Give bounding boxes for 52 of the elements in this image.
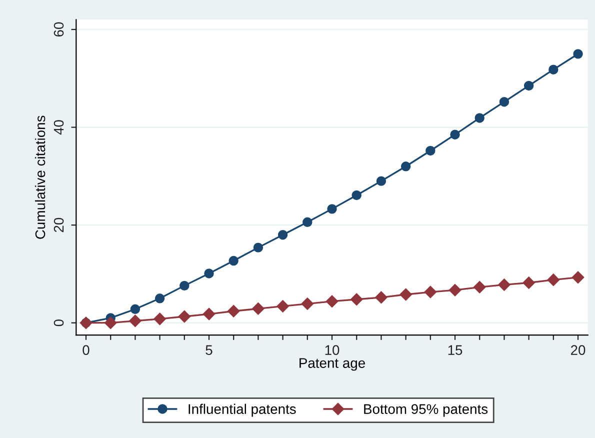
point (178, 310, 190, 323)
point (474, 113, 484, 123)
x-axis-title: Patent age (300, 358, 365, 371)
x-tick-label: 5 (206, 345, 212, 355)
point (572, 271, 584, 284)
point (252, 302, 264, 315)
point (573, 49, 583, 59)
point (228, 305, 240, 318)
point (498, 278, 510, 291)
y-tick-label: 0 (54, 320, 64, 326)
point (400, 288, 412, 301)
point (450, 130, 460, 140)
point (154, 312, 166, 326)
x-tick-label: 15 (448, 345, 462, 355)
point (327, 204, 337, 214)
point (154, 294, 165, 304)
legend-label: Influential patents (188, 404, 296, 417)
point (352, 190, 362, 200)
x-tick-label: 0 (82, 345, 90, 355)
point (375, 291, 388, 304)
point (228, 256, 238, 266)
y-tick-label: 60 (54, 22, 64, 37)
point (129, 314, 142, 327)
y-tick-label: 20 (54, 218, 64, 232)
point (376, 176, 386, 186)
point (253, 242, 264, 252)
point (426, 146, 436, 156)
point (424, 286, 437, 298)
point (204, 268, 214, 278)
y-axis-title: Cumulative citations (34, 116, 46, 239)
point (130, 304, 140, 314)
point (301, 298, 314, 310)
point (547, 274, 560, 286)
point (326, 295, 338, 308)
point (524, 80, 534, 91)
point (499, 96, 510, 107)
point (474, 281, 486, 294)
point (400, 162, 411, 172)
legend-label: Bottom 95% patents (364, 404, 488, 417)
point (180, 280, 190, 291)
point (276, 300, 289, 312)
x-tick-label: 20 (570, 345, 586, 355)
point (278, 230, 288, 240)
point (448, 284, 462, 296)
point (202, 308, 216, 320)
point (350, 293, 363, 306)
point (104, 316, 117, 329)
point (522, 276, 535, 289)
y-tick-label: 40 (54, 120, 64, 135)
point (302, 217, 312, 227)
point (548, 64, 558, 74)
x-tick-label: 10 (325, 345, 340, 355)
